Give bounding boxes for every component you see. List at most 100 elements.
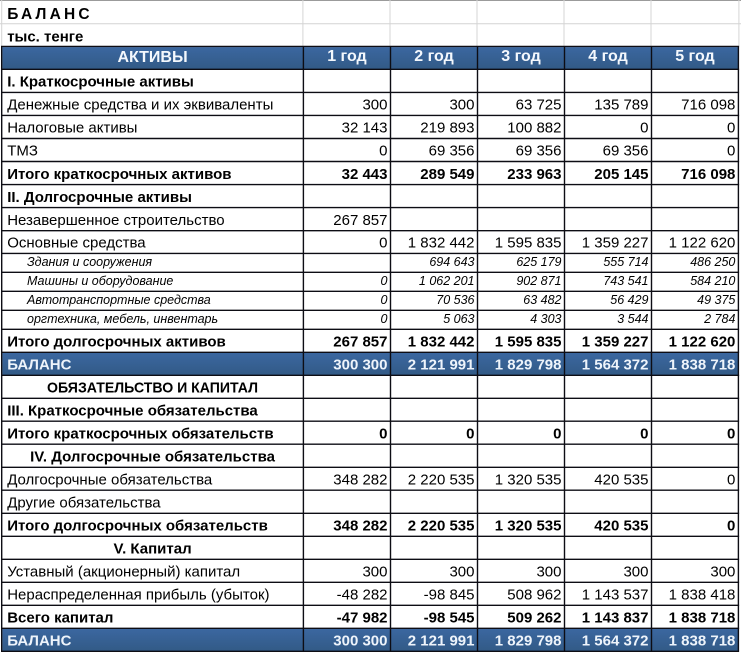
svg-text:4 год: 4 год <box>588 48 628 65</box>
svg-text:Всего капитал: Всего капитал <box>7 610 113 627</box>
svg-text:тыс. тенге: тыс. тенге <box>7 29 83 46</box>
svg-text:Итого краткосрочных обязательс: Итого краткосрочных обязательств <box>7 425 273 442</box>
svg-text:0: 0 <box>381 312 388 326</box>
svg-text:0: 0 <box>466 425 474 442</box>
svg-text:1 595 835: 1 595 835 <box>495 235 562 252</box>
svg-text:3 544: 3 544 <box>617 312 648 326</box>
svg-text:3 год: 3 год <box>501 48 541 65</box>
svg-text:Итого долгосрочных обязательст: Итого долгосрочных обязательств <box>7 518 268 535</box>
svg-text:2 220 535: 2 220 535 <box>408 518 475 535</box>
svg-text:1 829 798: 1 829 798 <box>495 357 562 374</box>
svg-text:233 963: 233 963 <box>507 166 561 183</box>
svg-text:0: 0 <box>727 518 735 535</box>
svg-text:0: 0 <box>379 235 387 252</box>
svg-text:1 год: 1 год <box>327 48 367 65</box>
svg-text:1 320 535: 1 320 535 <box>495 471 562 488</box>
svg-text:V. Капитал: V. Капитал <box>113 541 191 558</box>
svg-text:1 838 718: 1 838 718 <box>669 610 736 627</box>
svg-text:743 541: 743 541 <box>603 274 648 288</box>
svg-text:0: 0 <box>381 293 388 307</box>
svg-text:32 443: 32 443 <box>342 166 388 183</box>
svg-text:420 535: 420 535 <box>594 518 648 535</box>
svg-text:716 098: 716 098 <box>681 166 735 183</box>
svg-text:2 121 991: 2 121 991 <box>408 357 475 374</box>
svg-text:1 143 537: 1 143 537 <box>582 587 649 604</box>
svg-text:300: 300 <box>362 564 387 581</box>
svg-text:-98 845: -98 845 <box>424 587 475 604</box>
svg-text:2 784: 2 784 <box>703 312 735 326</box>
svg-text:4 303: 4 303 <box>530 312 561 326</box>
svg-text:1 143 837: 1 143 837 <box>582 610 649 627</box>
svg-text:1 122 620: 1 122 620 <box>669 334 736 351</box>
svg-text:Основные средства: Основные средства <box>7 235 146 252</box>
svg-text:584 210: 584 210 <box>690 274 735 288</box>
svg-text:III. Краткосрочные обязательст: III. Краткосрочные обязательства <box>7 402 258 419</box>
svg-text:1 832 442: 1 832 442 <box>408 235 475 252</box>
svg-text:Машины и оборудование: Машины и оборудование <box>27 274 173 288</box>
svg-text:II. Долгосрочные активы: II. Долгосрочные активы <box>7 189 192 206</box>
svg-text:Уставный (акционерный) капитал: Уставный (акционерный) капитал <box>7 564 240 581</box>
svg-text:2 121 991: 2 121 991 <box>408 633 475 650</box>
svg-text:1 320 535: 1 320 535 <box>495 518 562 535</box>
svg-text:БАЛАНС: БАЛАНС <box>7 633 71 650</box>
svg-text:0: 0 <box>727 425 735 442</box>
svg-text:2 год: 2 год <box>414 48 454 65</box>
svg-text:32 143: 32 143 <box>342 120 388 137</box>
svg-text:1 359 227: 1 359 227 <box>582 235 649 252</box>
svg-text:56 429: 56 429 <box>610 293 648 307</box>
svg-text:0: 0 <box>727 471 735 488</box>
svg-text:БАЛАНС: БАЛАНС <box>7 357 71 374</box>
svg-text:оргтехника, мебель, инвентарь: оргтехника, мебель, инвентарь <box>27 312 218 326</box>
svg-text:300 300: 300 300 <box>333 357 387 374</box>
svg-text:0: 0 <box>640 120 648 137</box>
svg-text:1 062 201: 1 062 201 <box>419 274 475 288</box>
svg-text:-98 545: -98 545 <box>424 610 475 627</box>
svg-text:267 857: 267 857 <box>333 334 387 351</box>
svg-text:1 122 620: 1 122 620 <box>669 235 736 252</box>
svg-text:486 250: 486 250 <box>690 255 735 269</box>
svg-text:70 536: 70 536 <box>436 293 474 307</box>
svg-text:1 564 372: 1 564 372 <box>582 357 649 374</box>
svg-text:1 838 718: 1 838 718 <box>669 357 736 374</box>
svg-text:300: 300 <box>449 97 474 114</box>
svg-text:509 262: 509 262 <box>507 610 561 627</box>
svg-text:100 882: 100 882 <box>507 120 561 137</box>
svg-text:69 356: 69 356 <box>429 143 475 160</box>
svg-text:625 179: 625 179 <box>516 255 561 269</box>
svg-text:0: 0 <box>379 143 387 160</box>
svg-text:0: 0 <box>727 120 735 137</box>
svg-text:0: 0 <box>553 425 561 442</box>
svg-text:Денежные средства и их эквивал: Денежные средства и их эквиваленты <box>7 97 273 114</box>
svg-text:289 549: 289 549 <box>420 166 474 183</box>
svg-text:Налоговые активы: Налоговые активы <box>7 120 137 137</box>
svg-text:300: 300 <box>536 564 561 581</box>
svg-text:Долгосрочные обязательства: Долгосрочные обязательства <box>7 471 213 488</box>
svg-text:0: 0 <box>727 143 735 160</box>
svg-text:АКТИВЫ: АКТИВЫ <box>117 49 187 66</box>
svg-text:Итого краткосрочных активов: Итого краткосрочных активов <box>7 166 231 183</box>
svg-text:0: 0 <box>640 425 648 442</box>
svg-text:2 220 535: 2 220 535 <box>408 471 475 488</box>
svg-text:135 789: 135 789 <box>594 97 648 114</box>
svg-text:902 871: 902 871 <box>516 274 561 288</box>
svg-text:219 893: 219 893 <box>420 120 474 137</box>
svg-text:Нераспределенная прибыль (убыт: Нераспределенная прибыль (убыток) <box>7 587 269 604</box>
svg-text:508 962: 508 962 <box>507 587 561 604</box>
svg-text:1 564 372: 1 564 372 <box>582 633 649 650</box>
svg-text:267 857: 267 857 <box>333 212 387 229</box>
svg-text:0: 0 <box>381 274 388 288</box>
svg-text:69 356: 69 356 <box>603 143 649 160</box>
svg-text:63 482: 63 482 <box>523 293 561 307</box>
svg-text:Незавершенное строительство: Незавершенное строительство <box>7 212 224 229</box>
svg-text:69 356: 69 356 <box>516 143 562 160</box>
svg-text:IV. Долгосрочные обязательства: IV. Долгосрочные обязательства <box>30 449 275 466</box>
svg-text:348 282: 348 282 <box>333 518 387 535</box>
svg-text:49 375: 49 375 <box>697 293 735 307</box>
svg-text:300 300: 300 300 <box>333 633 387 650</box>
svg-text:-47 982: -47 982 <box>337 610 388 627</box>
svg-text:1 829 798: 1 829 798 <box>495 633 562 650</box>
svg-text:БАЛАНС: БАЛАНС <box>7 6 93 23</box>
svg-text:694 643: 694 643 <box>429 255 474 269</box>
svg-text:300: 300 <box>449 564 474 581</box>
svg-text:420 535: 420 535 <box>594 471 648 488</box>
